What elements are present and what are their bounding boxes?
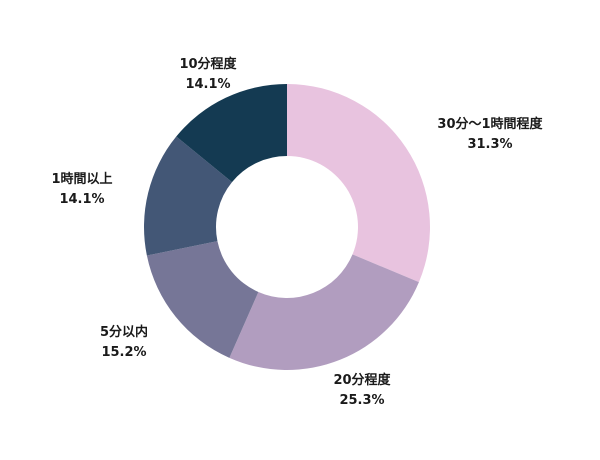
slice-label-category: 1時間以上	[51, 171, 112, 187]
slice-label-category: 30分〜1時間程度	[437, 116, 543, 132]
slice-1	[287, 84, 430, 283]
slice-label-value: 14.1%	[185, 77, 230, 92]
slice-4	[143, 136, 233, 256]
slice-label-value: 31.3%	[467, 137, 512, 152]
slice-label-category: 10分程度	[179, 56, 237, 72]
slice-3	[146, 241, 259, 358]
slice-labels: 30分〜1時間程度 31.3% 20分程度 25.3% 5分以内 15.2% 1時間以上 14…	[51, 56, 543, 408]
slice-5	[176, 84, 287, 183]
slice-label-value: 15.2%	[101, 345, 146, 360]
donut-slices	[143, 84, 430, 370]
slice-label-category: 20分程度	[333, 372, 391, 388]
slice-label-value: 14.1%	[59, 192, 104, 207]
slice-label-value: 25.3%	[339, 393, 384, 408]
slice-2	[229, 254, 419, 370]
slice-label-category: 5分以内	[100, 324, 148, 340]
